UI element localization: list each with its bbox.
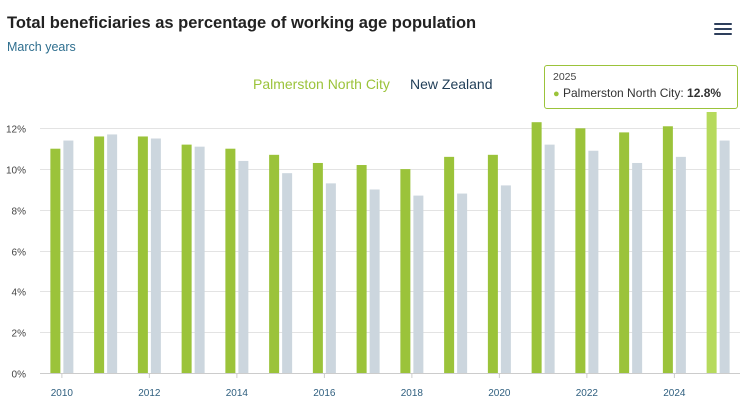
bar-palmerston-north-2010[interactable]	[50, 148, 61, 373]
bar-new-zealand-2022[interactable]	[588, 150, 599, 373]
bar-palmerston-north-2021[interactable]	[531, 122, 542, 373]
bar-new-zealand-2014[interactable]	[238, 160, 249, 373]
data-tooltip: 2025 ● Palmerston North City: 12.8%	[544, 65, 738, 109]
y-tick-label: 2%	[12, 329, 27, 340]
bar-new-zealand-2021[interactable]	[544, 144, 555, 373]
legend-item-new-zealand[interactable]: New Zealand	[410, 76, 493, 92]
bar-new-zealand-2018[interactable]	[413, 195, 424, 373]
bars	[50, 112, 730, 373]
bar-palmerston-north-2022[interactable]	[575, 128, 586, 373]
tooltip-value: 12.8%	[687, 86, 722, 100]
bar-palmerston-north-2025[interactable]	[706, 112, 717, 373]
bar-palmerston-north-2015[interactable]	[269, 154, 280, 373]
chart-subtitle: March years	[7, 40, 76, 54]
bar-palmerston-north-2018[interactable]	[400, 169, 411, 373]
tooltip-year: 2025	[553, 71, 577, 83]
bar-new-zealand-2012[interactable]	[150, 138, 161, 373]
hamburger-menu-icon[interactable]	[712, 20, 734, 38]
bar-palmerston-north-2017[interactable]	[356, 165, 367, 373]
y-axis: 0% 2% 4% 6% 8% 10% 12%	[6, 125, 26, 381]
bar-new-zealand-2013[interactable]	[194, 146, 205, 373]
chart-title: Total beneficiaries as percentage of wor…	[7, 14, 477, 32]
tooltip-line: ● Palmerston North City: 12.8%	[553, 86, 729, 100]
bar-palmerston-north-2011[interactable]	[94, 136, 105, 373]
legend-item-palmerston-north[interactable]: Palmerston North City	[253, 76, 390, 92]
x-tick-label: 2022	[576, 388, 599, 399]
bar-palmerston-north-2014[interactable]	[225, 148, 236, 373]
bar-new-zealand-2020[interactable]	[500, 185, 511, 373]
bar-new-zealand-2024[interactable]	[675, 156, 686, 373]
bar-palmerston-north-2024[interactable]	[662, 126, 673, 373]
bar-palmerston-north-2013[interactable]	[181, 144, 192, 373]
bar-new-zealand-2019[interactable]	[457, 193, 468, 373]
x-tick-label: 2012	[138, 388, 161, 399]
x-tick-label: 2024	[663, 388, 686, 399]
bar-new-zealand-2015[interactable]	[282, 173, 293, 373]
bar-new-zealand-2011[interactable]	[107, 134, 118, 373]
bar-palmerston-north-2016[interactable]	[312, 162, 323, 373]
x-axis: 2010 2012 2014 2016 2018 2020 2022 2024	[40, 373, 740, 399]
bar-palmerston-north-2012[interactable]	[137, 136, 148, 373]
bar-palmerston-north-2019[interactable]	[444, 156, 455, 373]
tooltip-dot-icon: ●	[553, 88, 560, 100]
x-tick-label: 2010	[51, 388, 74, 399]
y-tick-label: 4%	[12, 288, 27, 299]
y-tick-label: 10%	[6, 166, 26, 177]
bar-new-zealand-2023[interactable]	[632, 162, 643, 373]
bar-new-zealand-2016[interactable]	[325, 183, 336, 373]
bar-new-zealand-2017[interactable]	[369, 189, 380, 373]
bar-palmerston-north-2023[interactable]	[619, 132, 630, 373]
bar-new-zealand-2025[interactable]	[719, 140, 730, 373]
y-tick-label: 12%	[6, 125, 26, 136]
x-tick-label: 2014	[226, 388, 249, 399]
y-tick-label: 6%	[12, 248, 27, 259]
y-tick-label: 8%	[12, 207, 27, 218]
bar-palmerston-north-2020[interactable]	[487, 154, 498, 373]
y-tick-label: 0%	[12, 370, 27, 381]
bar-new-zealand-2010[interactable]	[63, 140, 74, 373]
x-tick-label: 2016	[313, 388, 336, 399]
tooltip-series-name: Palmerston North City:	[563, 86, 684, 100]
x-tick-label: 2020	[488, 388, 511, 399]
x-tick-label: 2018	[401, 388, 424, 399]
